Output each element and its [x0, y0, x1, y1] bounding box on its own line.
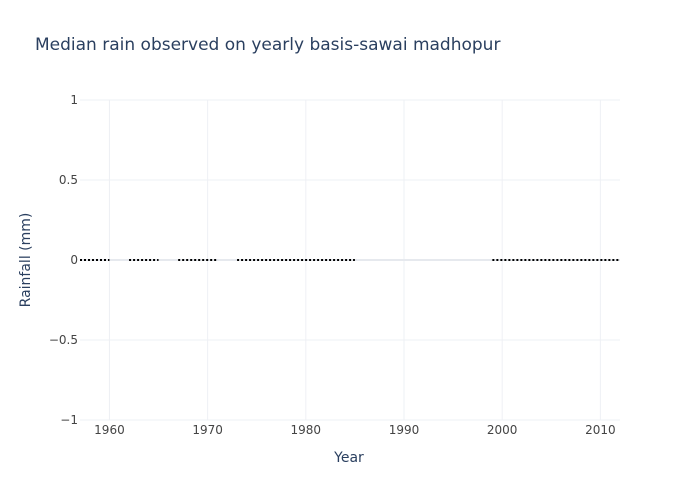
y-tick-label: 0: [70, 253, 78, 267]
y-axis-ticks: 1 0.5 0 −0.5 −1: [49, 93, 78, 427]
chart-title: Median rain observed on yearly basis-saw…: [35, 35, 500, 55]
y-tick-label: −0.5: [49, 333, 78, 347]
x-tick-label: 2000: [487, 423, 518, 437]
y-tick-label: −1: [60, 413, 78, 427]
y-axis-title: Rainfall (mm): [18, 213, 34, 308]
y-tick-label: 0.5: [59, 173, 78, 187]
y-tick-label: 1: [70, 93, 78, 107]
x-tick-label: 1960: [94, 423, 125, 437]
x-tick-label: 1980: [291, 423, 322, 437]
x-tick-label: 2010: [585, 423, 616, 437]
x-axis-ticks: 1960 1970 1980 1990 2000 2010: [94, 423, 615, 437]
x-axis-title: Year: [333, 450, 364, 466]
x-tick-label: 1970: [192, 423, 223, 437]
x-tick-label: 1990: [389, 423, 420, 437]
